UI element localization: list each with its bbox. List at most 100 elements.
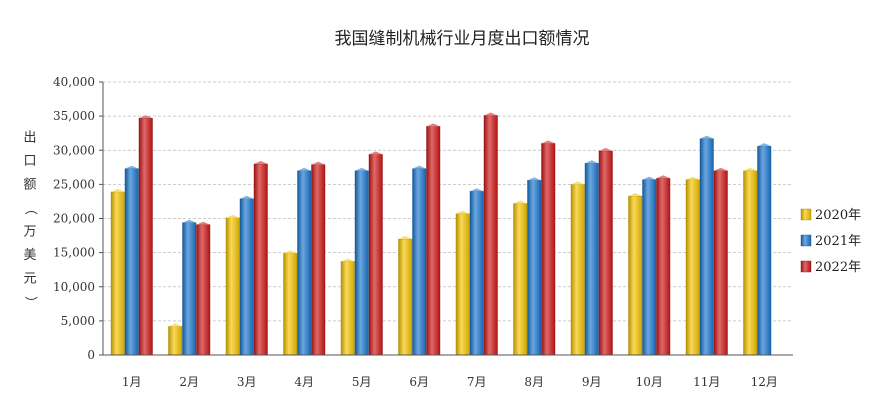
bar-2021年-8月 <box>527 180 542 356</box>
bar-2022年-9月 <box>598 150 613 356</box>
x-tick-label: 11月 <box>693 375 720 389</box>
bar-cap <box>585 160 599 164</box>
bar-2020年-3月 <box>225 217 240 356</box>
x-tick-label: 4月 <box>294 375 314 389</box>
y-tick-label: 25,000 <box>53 177 95 191</box>
bar-cap <box>311 161 325 165</box>
bar-2020年-10月 <box>628 195 643 356</box>
y-tick-label: 0 <box>87 348 95 362</box>
bar-cap <box>341 258 355 262</box>
bar-2021年-6月 <box>412 168 427 356</box>
bar-cap <box>484 112 498 116</box>
bar-2020年-6月 <box>398 238 413 356</box>
bar-cap <box>757 143 771 147</box>
x-tick-label: 10月 <box>636 375 663 389</box>
bar-cap <box>297 167 311 171</box>
y-axis-label-char: （ <box>23 202 38 215</box>
bar-cap <box>527 177 541 181</box>
bar-2020年-7月 <box>455 213 470 356</box>
y-tick-label: 30,000 <box>53 143 95 157</box>
bar-cap <box>513 200 527 204</box>
bar-cap <box>456 210 470 214</box>
bar-2022年-6月 <box>426 126 441 356</box>
y-tick-label: 15,000 <box>53 246 95 260</box>
bar-cap <box>240 195 254 199</box>
bar-2020年-12月 <box>743 170 758 356</box>
bar-cap <box>700 135 714 139</box>
y-tick-label: 40,000 <box>53 75 95 89</box>
bar-2022年-7月 <box>483 115 498 356</box>
bar-cap <box>254 160 268 164</box>
bar-2022年-8月 <box>541 143 556 356</box>
legend-swatch <box>800 234 812 247</box>
chart-title: 我国缝制机械行业月度出口额情况 <box>335 29 590 49</box>
bars <box>110 112 772 356</box>
bar-cap <box>182 219 196 223</box>
bar-2022年-11月 <box>713 170 728 356</box>
bar-cap <box>628 192 642 196</box>
y-axis-label: 出口额 （ 万美元 ） <box>23 131 38 310</box>
y-axis-label-char: 美 <box>23 248 36 263</box>
bar-2022年-10月 <box>656 178 671 356</box>
y-axis-label-char: 出 <box>23 131 36 146</box>
axes <box>102 82 793 356</box>
bar-2021年-12月 <box>757 145 772 356</box>
bar-2021年-3月 <box>239 198 254 356</box>
x-tick-label: 3月 <box>237 375 257 389</box>
bar-cap <box>470 188 484 192</box>
bar-cap <box>571 181 585 185</box>
bar-2022年-1月 <box>138 117 153 356</box>
x-tick-label: 12月 <box>751 375 778 389</box>
bar-cap <box>599 147 613 151</box>
legend-label: 2020年 <box>815 208 861 223</box>
x-tick-label: 1月 <box>122 375 142 389</box>
bar-cap <box>139 115 153 119</box>
bar-cap <box>656 175 670 179</box>
legend: 2020年 2021年 2022年 <box>800 208 861 275</box>
bar-2022年-4月 <box>311 164 326 356</box>
legend-label: 2022年 <box>815 260 861 275</box>
bar-2020年-2月 <box>168 326 183 356</box>
bar-2020年-5月 <box>340 261 355 356</box>
bar-2021年-1月 <box>124 168 139 356</box>
bar-cap <box>398 235 412 239</box>
bar-2022年-2月 <box>196 224 211 356</box>
bar-cap <box>226 214 240 218</box>
bar-2022年-3月 <box>253 163 268 356</box>
bar-2021年-11月 <box>699 138 714 356</box>
bar-cap <box>714 167 728 171</box>
bar-cap <box>426 123 440 127</box>
bar-2021年-10月 <box>642 179 657 356</box>
bar-cap <box>168 323 182 327</box>
bar-2020年-4月 <box>283 253 298 356</box>
y-axis-ticks: 0 5,000 10,000 15,000 20,000 25,000 30,000 35,0… <box>53 75 103 362</box>
y-tick-label: 35,000 <box>53 109 95 123</box>
x-tick-label: 5月 <box>352 375 372 389</box>
bar-2021年-2月 <box>182 222 197 356</box>
y-axis-label-char: 额 <box>23 178 36 193</box>
y-axis-label-char: 万 <box>23 225 36 240</box>
legend-swatch <box>800 260 812 273</box>
bar-cap <box>743 167 757 171</box>
y-tick-label: 20,000 <box>53 212 95 226</box>
y-axis-label-char: 口 <box>23 154 36 169</box>
x-tick-label: 6月 <box>409 375 429 389</box>
bar-2022年-5月 <box>368 154 383 356</box>
bar-cap <box>283 250 297 254</box>
bar-cap <box>111 188 125 192</box>
y-axis-label-char: 元 <box>23 272 36 287</box>
y-tick-label: 5,000 <box>61 314 95 328</box>
y-tick-label: 10,000 <box>53 280 95 294</box>
x-tick-label: 7月 <box>467 375 487 389</box>
bar-2021年-7月 <box>469 190 484 356</box>
legend-swatch <box>800 208 812 221</box>
bar-cap <box>686 176 700 180</box>
bar-cap <box>642 176 656 180</box>
x-tick-label: 9月 <box>582 375 602 389</box>
bar-cap <box>541 140 555 144</box>
bar-cap <box>369 151 383 155</box>
bar-cap <box>412 165 426 169</box>
bar-2021年-9月 <box>584 163 599 356</box>
x-tick-label: 2月 <box>179 375 199 389</box>
